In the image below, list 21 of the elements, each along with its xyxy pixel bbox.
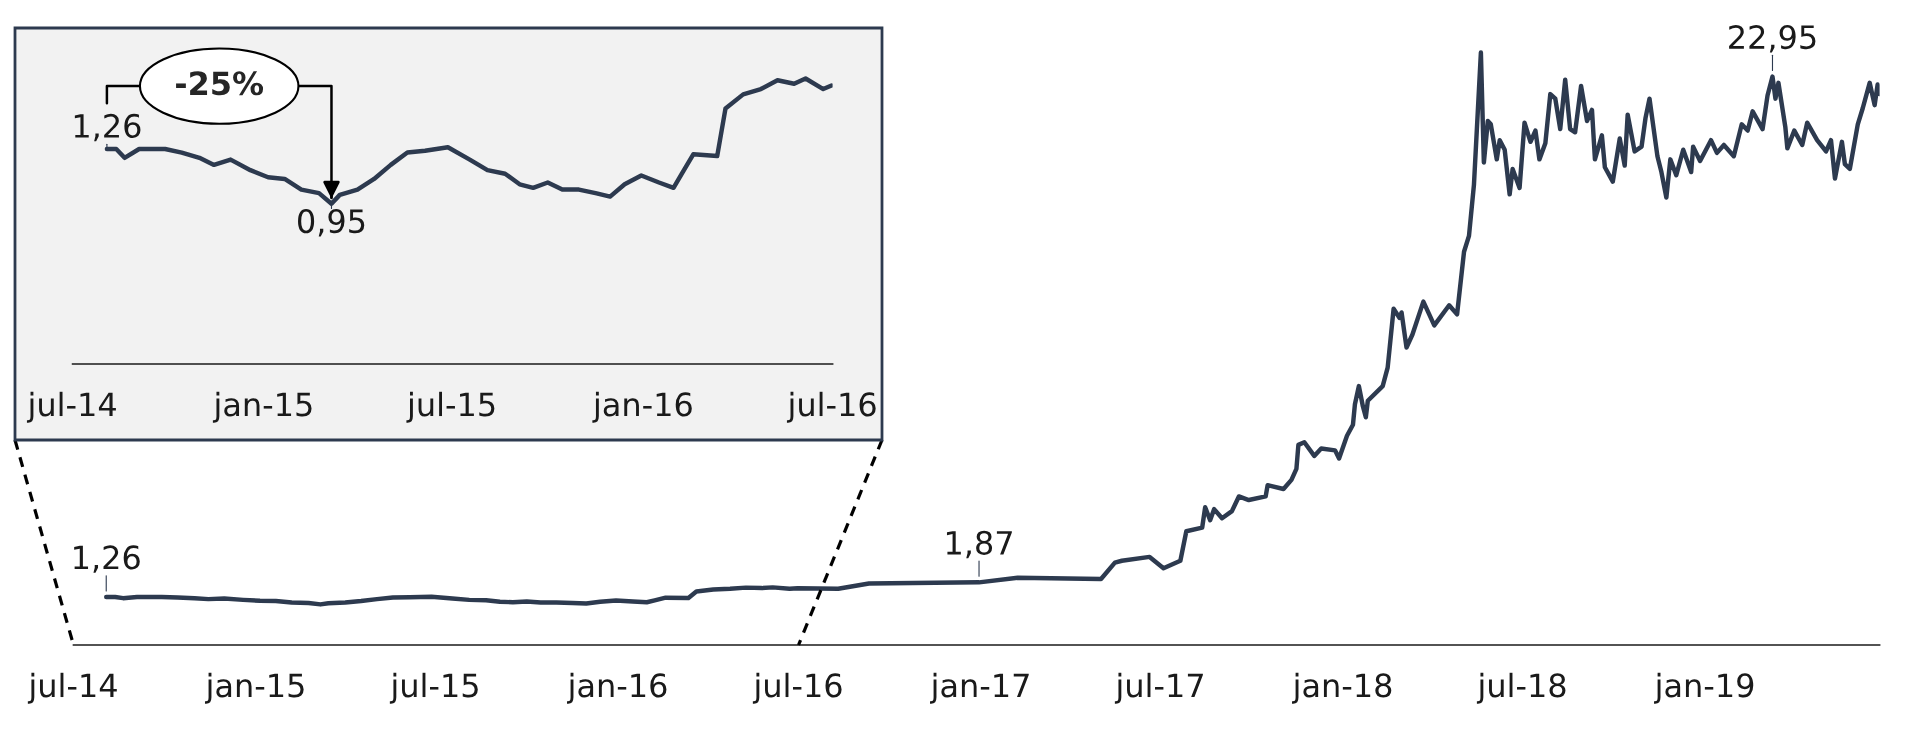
x-tick-label: jan-15 [204, 672, 304, 704]
x-tick-label: jul-16 [752, 672, 842, 704]
data-label: 1,26 [74, 113, 141, 142]
x-tick-label: jan-15 [212, 391, 312, 423]
x-tick-label: jan-17 [930, 672, 1029, 704]
data-label: 1,87 [946, 530, 1012, 559]
data-label: 22,95 [1729, 24, 1816, 53]
x-tick-label: jul-14 [26, 391, 116, 423]
x-tick-label: jan-16 [566, 672, 667, 704]
x-tick-label: jan-19 [1654, 672, 1754, 704]
x-tick-label: jul-18 [1476, 672, 1566, 704]
x-tick-label: jan-18 [1292, 672, 1392, 704]
data-label: 0,95 [298, 209, 365, 237]
x-tick-label: jul-14 [27, 672, 117, 704]
x-tick-label: jul-15 [406, 391, 495, 423]
x-tick-label: jan-16 [592, 391, 692, 423]
x-tick-label: jul-16 [786, 391, 876, 423]
annotation: -25% [176, 71, 264, 96]
x-tick-label: jul-17 [1114, 672, 1203, 704]
data-label: 1,26 [74, 545, 140, 573]
x-tick-label: jul-15 [389, 672, 478, 704]
